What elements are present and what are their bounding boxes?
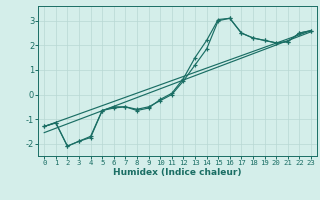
X-axis label: Humidex (Indice chaleur): Humidex (Indice chaleur) <box>113 168 242 177</box>
